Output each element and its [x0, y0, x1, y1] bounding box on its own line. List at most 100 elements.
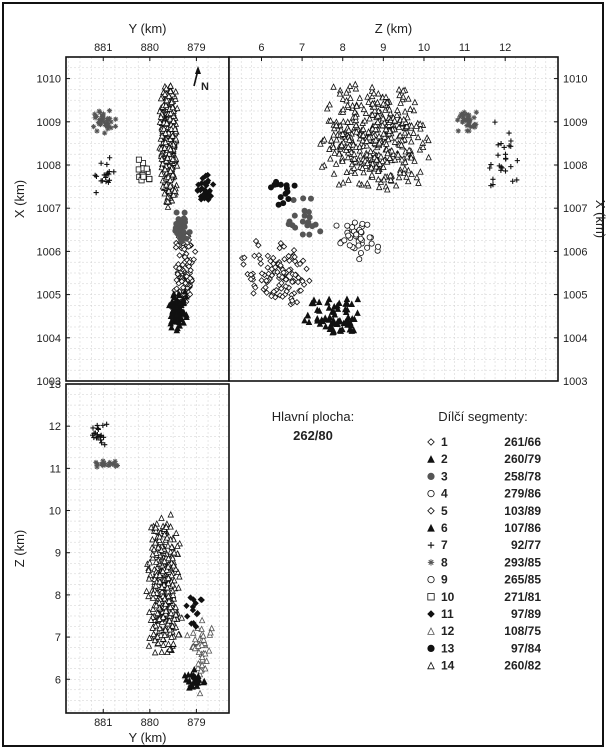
data-point-segment-14: [143, 587, 150, 594]
data-point-segment-14: [352, 116, 360, 124]
y-tick-label: 1003: [563, 376, 587, 388]
data-point-segment-1: [276, 244, 283, 252]
data-point-segment-14: [152, 523, 159, 531]
data-point-segment-1: [256, 255, 264, 263]
data-point-segment-14: [165, 640, 172, 647]
legend-number: 1: [441, 435, 448, 449]
y-tick-label: 1003: [37, 376, 61, 388]
data-point-segment-14: [164, 203, 172, 210]
legend-item: 6 107/86: [427, 521, 541, 535]
data-point-segment-8: [100, 113, 106, 119]
data-point-segment-7: [508, 164, 514, 170]
data-point-segment-4: [357, 235, 364, 242]
grid: [229, 56, 558, 382]
legend-value: 279/86: [504, 487, 541, 501]
legend-value: 260/82: [504, 659, 541, 673]
data-point-segment-1: [279, 273, 286, 281]
data-point-segment-11: [209, 181, 217, 188]
data-point-segment-4: [368, 240, 375, 247]
data-point-segment-14: [408, 122, 415, 129]
data-point-segment-14: [364, 93, 371, 100]
data-point-segment-3: [299, 218, 306, 225]
data-point-segment-14: [327, 155, 334, 162]
data-point-segment-14: [165, 554, 172, 562]
data-point-segment-14: [333, 136, 340, 143]
data-point-segment-14: [146, 558, 153, 566]
data-point-segment-14: [337, 125, 345, 133]
data-point-segment-14: [376, 160, 384, 167]
data-point-segment-14: [360, 125, 367, 132]
data-point-segment-12: [191, 635, 199, 643]
data-point-segment-14: [158, 587, 166, 595]
data-point-segment-4: [333, 222, 340, 229]
data-point-segment-14: [377, 152, 385, 160]
data-point-segment-14: [166, 176, 174, 183]
data-point-segment-14: [168, 543, 176, 550]
data-point-segment-14: [379, 157, 386, 164]
data-point-segment-14: [150, 589, 157, 597]
data-point-segment-14: [335, 150, 343, 157]
data-point-segment-8: [100, 458, 106, 464]
y-tick-label: 1009: [563, 117, 587, 129]
data-point-segment-1: [186, 258, 193, 266]
data-point-segment-8: [112, 458, 118, 464]
data-point-segment-14: [368, 171, 376, 178]
data-point-segment-6: [169, 297, 176, 305]
main-plane-label: Hlavní plocha:: [272, 409, 354, 424]
data-point-segment-14: [164, 563, 172, 570]
data-point-segment-14: [340, 117, 347, 125]
data-point-segment-14: [345, 143, 352, 150]
data-point-segment-14: [168, 571, 175, 579]
x-tick-label: 7: [299, 42, 305, 54]
data-point-segment-12: [197, 667, 205, 674]
data-point-segment-3: [176, 232, 183, 239]
data-point-segment-14: [349, 101, 356, 109]
legend-value: 271/81: [504, 590, 541, 604]
data-point-segment-14: [364, 179, 371, 187]
data-point-segment-11: [204, 193, 212, 201]
data-point-segment-14: [343, 89, 350, 96]
data-point-segment-14: [392, 181, 400, 189]
data-point-segment-14: [167, 182, 174, 189]
data-point-segment-7: [98, 440, 105, 446]
legend-number: 14: [441, 659, 455, 673]
data-point-segment-7: [111, 169, 117, 175]
data-point-segment-3: [305, 209, 312, 216]
data-point-segment-11: [201, 180, 208, 187]
data-point-segment-1: [270, 288, 278, 295]
data-point-segment-14: [375, 89, 382, 97]
legend-number: 8: [441, 555, 448, 569]
data-point-segment-14: [168, 633, 175, 640]
data-point-segment-8: [112, 123, 119, 129]
data-point-segment-6: [176, 298, 184, 306]
data-point-segment-14: [161, 557, 168, 564]
data-point-segment-10: [135, 156, 142, 163]
data-point-segment-12: [189, 629, 197, 636]
data-point-segment-14: [165, 579, 172, 587]
data-point-segment-14: [371, 106, 379, 114]
data-point-segment-1: [183, 273, 190, 280]
y-tick-label: 1004: [563, 333, 587, 345]
data-point-segment-7: [104, 161, 110, 168]
data-point-segment-14: [164, 583, 171, 591]
data-point-segment-14: [175, 630, 182, 638]
data-point-segment-14: [394, 151, 402, 158]
data-point-segment-14: [156, 536, 163, 543]
x-tick-label: 881: [94, 42, 112, 54]
data-point-segment-7: [503, 156, 509, 162]
data-point-segment-11: [189, 603, 197, 611]
data-point-segment-14: [171, 615, 178, 622]
legend-marker-icon: [427, 575, 435, 584]
legend-item: 3 258/78: [427, 469, 541, 483]
data-point-segment-14: [356, 134, 364, 142]
data-point-segment-1: [186, 275, 194, 282]
data-point-segment-3: [181, 209, 188, 216]
data-point-segment-14: [374, 98, 381, 106]
data-point-segment-1: [190, 256, 197, 263]
data-point-segment-14: [411, 98, 419, 106]
data-point-segment-7: [100, 422, 106, 428]
data-point-segment-14: [382, 93, 390, 100]
data-point-segment-14: [344, 101, 351, 109]
data-point-segment-14: [356, 94, 364, 101]
data-point-segment-6: [315, 298, 323, 305]
